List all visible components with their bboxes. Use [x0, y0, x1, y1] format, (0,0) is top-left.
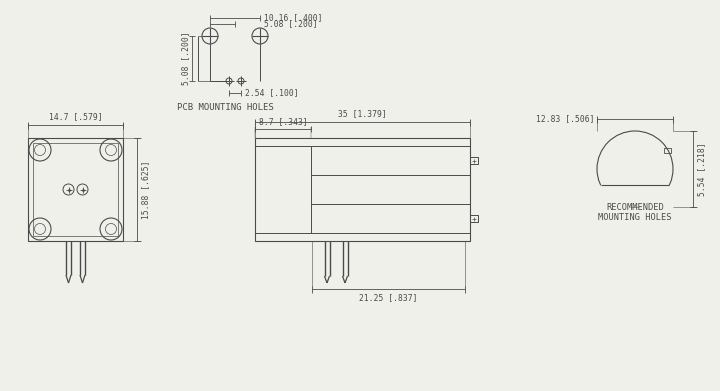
Bar: [28, 138, 123, 241]
Text: 35 [1.379]: 35 [1.379]: [338, 109, 387, 118]
Bar: [470, 157, 478, 164]
Text: RECOMMENDED
MOUNTING HOLES: RECOMMENDED MOUNTING HOLES: [598, 203, 672, 222]
Text: 5.08 [.200]: 5.08 [.200]: [264, 20, 318, 29]
Polygon shape: [597, 185, 673, 207]
Text: 12.83 [.506]: 12.83 [.506]: [536, 115, 594, 124]
Text: 15.88 [.625]: 15.88 [.625]: [141, 160, 150, 219]
Text: 14.7 [.579]: 14.7 [.579]: [49, 112, 102, 121]
Bar: [255, 138, 470, 241]
Text: 5.08 [.200]: 5.08 [.200]: [181, 32, 190, 85]
Bar: [33, 143, 118, 236]
Text: 8.7 [.343]: 8.7 [.343]: [259, 117, 307, 126]
Text: PCB MOUNTING HOLES: PCB MOUNTING HOLES: [176, 103, 274, 112]
Text: 5.54 [.218]: 5.54 [.218]: [697, 142, 706, 196]
Bar: [470, 215, 478, 222]
Text: 21.25 [.837]: 21.25 [.837]: [359, 293, 418, 302]
Text: 2.54 [.100]: 2.54 [.100]: [245, 88, 299, 97]
Text: 10.16 [.400]: 10.16 [.400]: [264, 14, 323, 23]
Bar: [665, 147, 672, 152]
